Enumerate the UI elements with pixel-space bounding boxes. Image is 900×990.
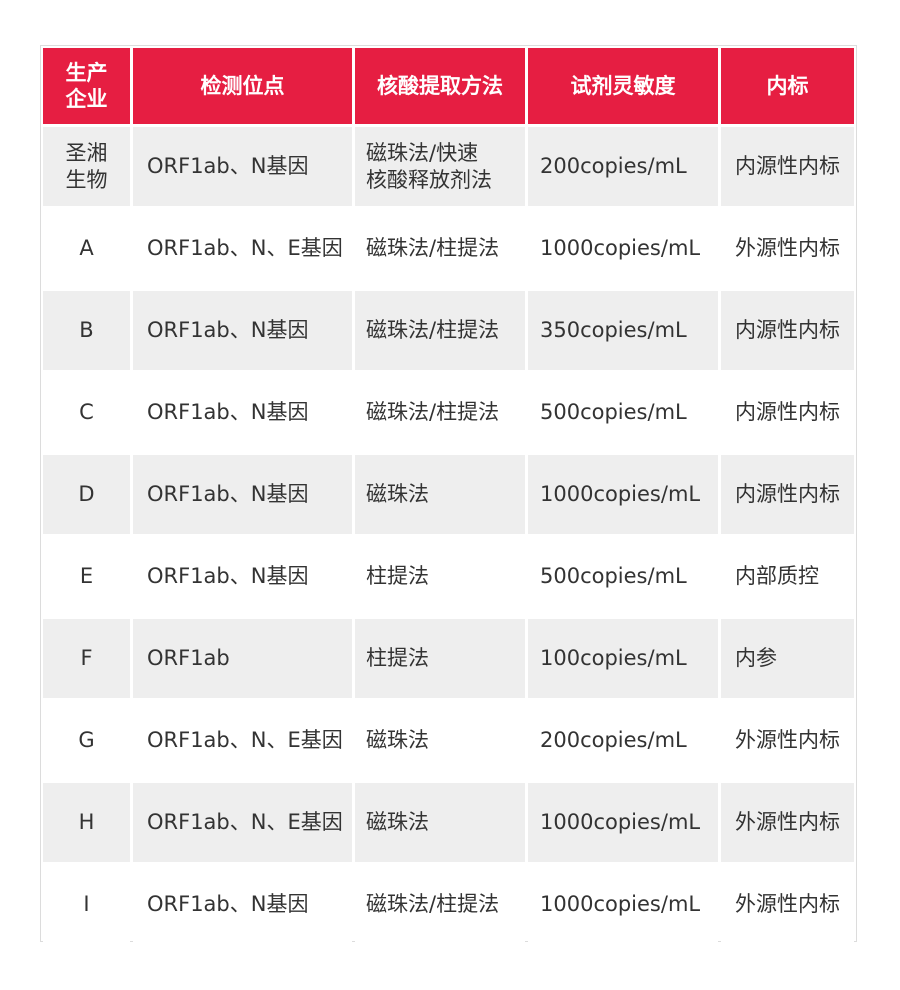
cell-extraction-method: 磁珠法 [355,783,525,862]
cell-internal-control: 内源性内标 [721,373,854,452]
cell-detection-target: ORF1ab、N、E基因 [133,783,352,862]
table-row: F ORF1ab 柱提法 100copies/mL 内参 [43,619,854,698]
cell-company: B [43,291,130,370]
cell-company: D [43,455,130,534]
table-row: G ORF1ab、N、E基因 磁珠法 200copies/mL 外源性内标 [43,701,854,780]
cell-sensitivity: 1000copies/mL [528,865,718,944]
cell-extraction-method: 磁珠法 [355,455,525,534]
table-row: C ORF1ab、N基因 磁珠法/柱提法 500copies/mL 内源性内标 [43,373,854,452]
header-detection-target: 检测位点 [133,48,352,124]
cell-detection-target: ORF1ab、N基因 [133,373,352,452]
cell-company: F [43,619,130,698]
table-row: D ORF1ab、N基因 磁珠法 1000copies/mL 内源性内标 [43,455,854,534]
cell-extraction-method: 磁珠法/柱提法 [355,291,525,370]
cell-extraction-method: 磁珠法/柱提法 [355,209,525,288]
cell-company: E [43,537,130,616]
cell-company: 圣湘 生物 [43,127,130,206]
cell-extraction-method: 柱提法 [355,537,525,616]
cell-company: C [43,373,130,452]
table-row: 圣湘 生物 ORF1ab、N基因 磁珠法/快速 核酸释放剂法 200copies/mL… [43,127,854,206]
cell-internal-control: 内参 [721,619,854,698]
cell-detection-target: ORF1ab、N基因 [133,455,352,534]
cell-detection-target: ORF1ab、N基因 [133,537,352,616]
table-row: E ORF1ab、N基因 柱提法 500copies/mL 内部质控 [43,537,854,616]
comparison-table-container: 生产 企业 检测位点 核酸提取方法 试剂灵敏度 内标 圣湘 生物 ORF1ab、N基因 磁珠… [40,45,857,944]
cell-company: I [43,865,130,944]
cell-extraction-method: 磁珠法/快速 核酸释放剂法 [355,127,525,206]
table-row: H ORF1ab、N、E基因 磁珠法 1000copies/mL 外源性内标 [43,783,854,862]
cell-company: H [43,783,130,862]
table-row: I ORF1ab、N基因 磁珠法/柱提法 1000copies/mL 外源性内标 [43,865,854,944]
cell-detection-target: ORF1ab、N、E基因 [133,701,352,780]
cell-sensitivity: 1000copies/mL [528,783,718,862]
cell-internal-control: 内源性内标 [721,127,854,206]
table-row: A ORF1ab、N、E基因 磁珠法/柱提法 1000copies/mL 外源性内标 [43,209,854,288]
cell-detection-target: ORF1ab、N基因 [133,127,352,206]
cell-sensitivity: 200copies/mL [528,701,718,780]
cell-internal-control: 内源性内标 [721,455,854,534]
cell-sensitivity: 500copies/mL [528,537,718,616]
table-row: B ORF1ab、N基因 磁珠法/柱提法 350copies/mL 内源性内标 [43,291,854,370]
header-extraction-method: 核酸提取方法 [355,48,525,124]
cell-internal-control: 外源性内标 [721,209,854,288]
cell-detection-target: ORF1ab [133,619,352,698]
header-row: 生产 企业 检测位点 核酸提取方法 试剂灵敏度 内标 [43,48,854,124]
cell-sensitivity: 1000copies/mL [528,455,718,534]
cell-detection-target: ORF1ab、N基因 [133,291,352,370]
cell-internal-control: 内部质控 [721,537,854,616]
cell-company: A [43,209,130,288]
cell-internal-control: 外源性内标 [721,865,854,944]
cell-extraction-method: 磁珠法 [355,701,525,780]
cell-extraction-method: 磁珠法/柱提法 [355,865,525,944]
cell-extraction-method: 磁珠法/柱提法 [355,373,525,452]
header-internal-control: 内标 [721,48,854,124]
cell-detection-target: ORF1ab、N、E基因 [133,209,352,288]
cell-internal-control: 外源性内标 [721,701,854,780]
cell-sensitivity: 1000copies/mL [528,209,718,288]
header-sensitivity: 试剂灵敏度 [528,48,718,124]
cell-sensitivity: 200copies/mL [528,127,718,206]
header-company: 生产 企业 [43,48,130,124]
comparison-table: 生产 企业 检测位点 核酸提取方法 试剂灵敏度 内标 圣湘 生物 ORF1ab、N基因 磁珠… [40,45,857,947]
cell-sensitivity: 350copies/mL [528,291,718,370]
cell-detection-target: ORF1ab、N基因 [133,865,352,944]
cell-extraction-method: 柱提法 [355,619,525,698]
cell-company: G [43,701,130,780]
cell-sensitivity: 100copies/mL [528,619,718,698]
cell-internal-control: 内源性内标 [721,291,854,370]
cell-sensitivity: 500copies/mL [528,373,718,452]
cell-internal-control: 外源性内标 [721,783,854,862]
